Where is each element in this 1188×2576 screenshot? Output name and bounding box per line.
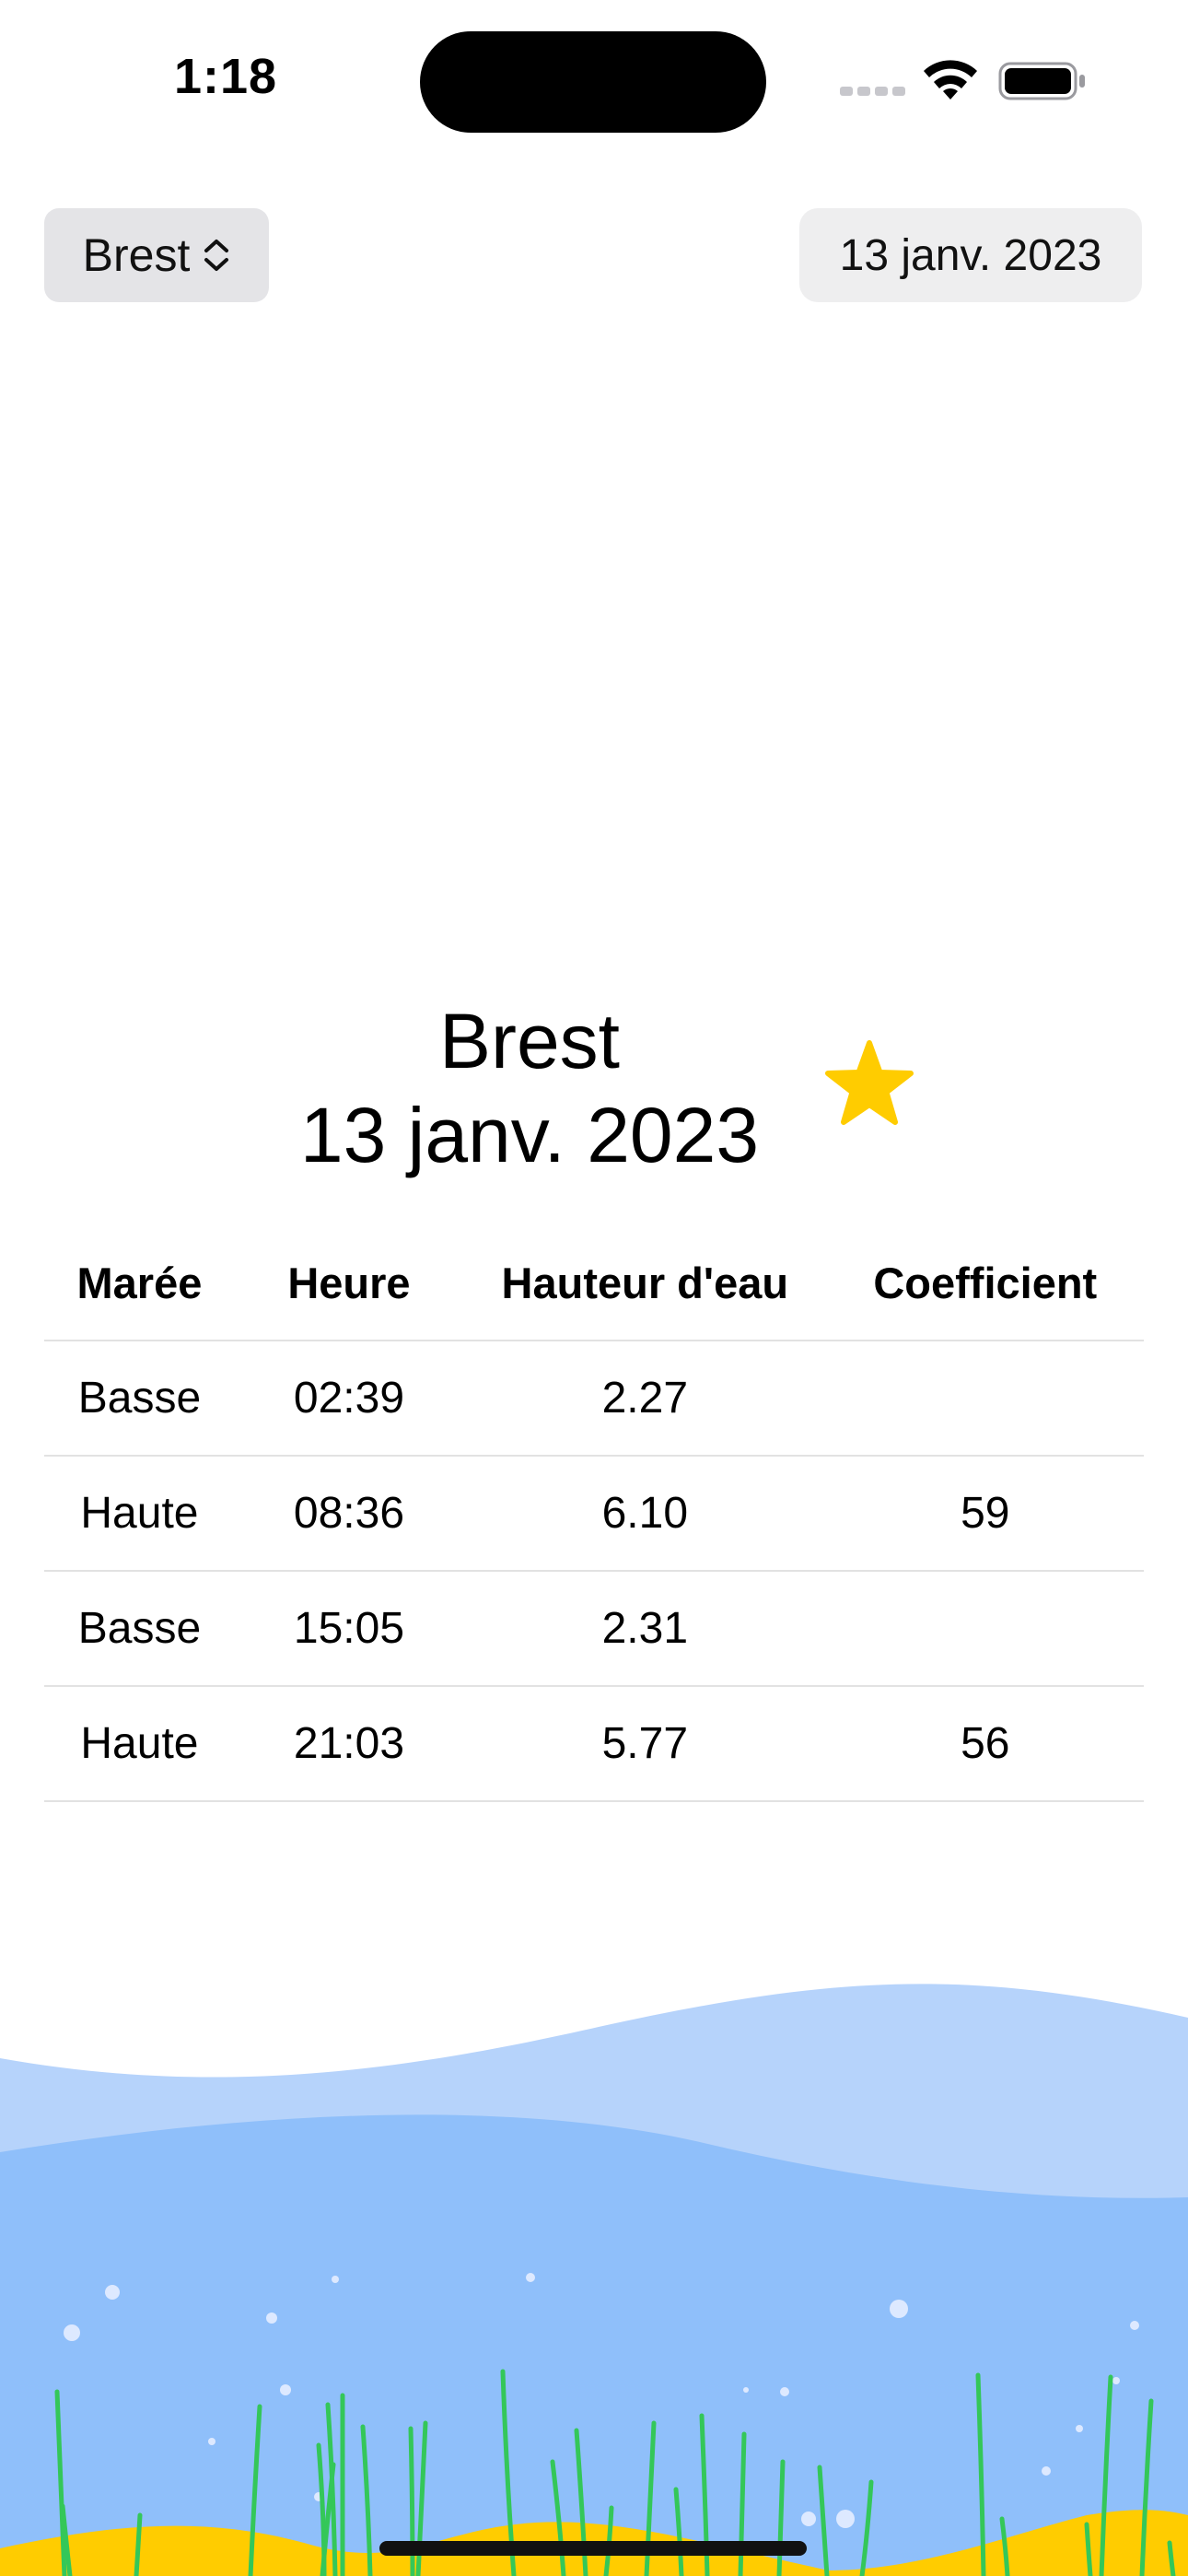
date-picker-label: 13 janv. 2023 xyxy=(839,230,1102,280)
cell-coefficient xyxy=(826,1571,1144,1687)
cell-tide: Haute xyxy=(44,1456,235,1572)
cell-coefficient: 56 xyxy=(826,1686,1144,1802)
cell-time: 15:05 xyxy=(234,1571,464,1687)
cell-tide: Haute xyxy=(44,1686,235,1802)
tide-header: Brest 13 janv. 2023 xyxy=(230,995,829,1183)
cell-coefficient xyxy=(826,1341,1144,1457)
location-picker-label: Brest xyxy=(82,229,191,281)
column-header-height: Hauteur d'eau xyxy=(463,1225,827,1341)
table-row: Haute 21:03 5.77 56 xyxy=(44,1686,1144,1802)
dynamic-island xyxy=(420,31,766,133)
wave-front xyxy=(0,2114,1188,2576)
battery-icon xyxy=(998,62,1085,100)
seaweed xyxy=(54,2369,1176,2576)
location-picker-button[interactable]: Brest xyxy=(44,208,269,302)
cell-height: 2.27 xyxy=(463,1341,827,1457)
tide-table: Marée Heure Hauteur d'eau Coefficient Ba… xyxy=(44,1225,1144,1802)
status-time: 1:18 xyxy=(173,49,278,104)
table-row: Haute 08:36 6.10 59 xyxy=(44,1456,1144,1572)
cell-tide: Basse xyxy=(44,1341,235,1457)
cell-coefficient: 59 xyxy=(826,1456,1144,1572)
cell-time: 08:36 xyxy=(234,1456,464,1572)
table-row: Basse 15:05 2.31 xyxy=(44,1571,1144,1687)
cell-height: 5.77 xyxy=(463,1686,827,1802)
status-bar: 1:18 xyxy=(0,0,1188,166)
bubbles xyxy=(64,2273,1139,2528)
header-city: Brest xyxy=(438,998,621,1084)
cell-time: 21:03 xyxy=(234,1686,464,1802)
wifi-icon xyxy=(924,60,977,100)
column-header-coefficient: Coefficient xyxy=(826,1225,1144,1341)
table-row: Basse 02:39 2.27 xyxy=(44,1341,1144,1457)
table-header-row: Marée Heure Hauteur d'eau Coefficient xyxy=(44,1225,1144,1341)
cell-time: 02:39 xyxy=(234,1341,464,1457)
star-fill-icon[interactable] xyxy=(821,1039,917,1131)
cell-height: 6.10 xyxy=(463,1456,827,1572)
sea-illustration xyxy=(0,1984,1188,2576)
cell-tide: Basse xyxy=(44,1571,235,1687)
chevron-up-down-icon xyxy=(204,240,229,271)
header-date: 13 janv. 2023 xyxy=(299,1092,760,1178)
home-indicator[interactable] xyxy=(379,2541,807,2556)
date-picker-button[interactable]: 13 janv. 2023 xyxy=(799,208,1142,302)
column-header-time: Heure xyxy=(234,1225,464,1341)
cellular-signal-icon xyxy=(840,87,905,96)
column-header-tide: Marée xyxy=(44,1225,235,1341)
cell-height: 2.31 xyxy=(463,1571,827,1687)
